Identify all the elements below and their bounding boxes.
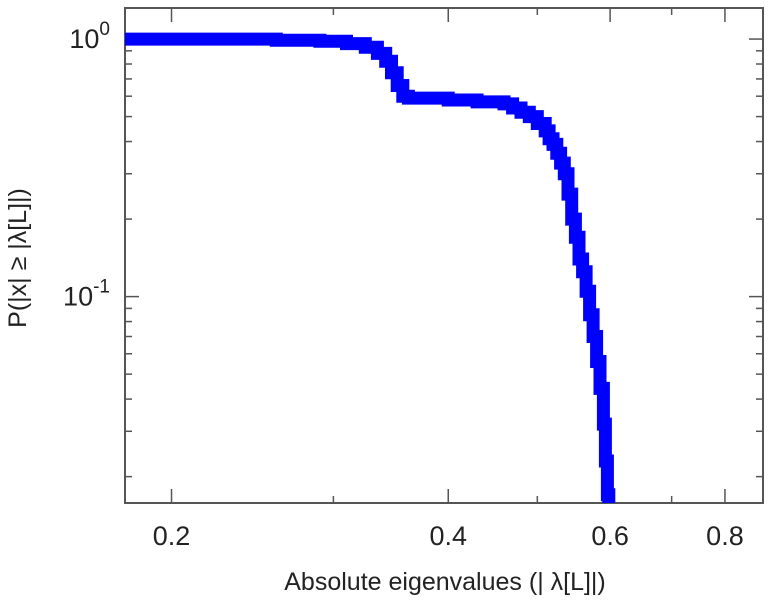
y-axis-title: P(|x| ≥ |λ[L]|) — [4, 188, 32, 328]
series-layer — [125, 32, 616, 503]
plot-frame-layer — [124, 7, 764, 504]
x-tick-label: 0.4 — [429, 521, 467, 551]
y-tick-label: 100 — [69, 19, 110, 54]
x-tick-label: 0.8 — [706, 521, 744, 551]
series-line — [125, 32, 616, 503]
x-tick-label: 0.2 — [153, 521, 191, 551]
plot-frame — [124, 7, 764, 504]
x-axis-title: Absolute eigenvalues (| λ[L]|) — [284, 568, 606, 596]
x-tick-label: 0.6 — [591, 521, 629, 551]
tick-marks-layer — [125, 8, 763, 503]
y-tick-label: 10-1 — [63, 277, 110, 312]
tick-labels-layer: 0.2 0.4 0.6 0.8 100 10-1 — [63, 19, 744, 551]
